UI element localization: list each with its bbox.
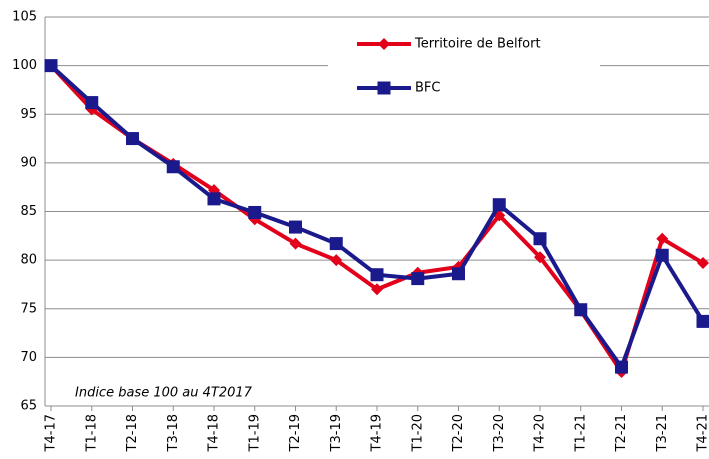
point	[533, 232, 547, 246]
x-tick-label: T3-19	[329, 414, 344, 452]
point	[289, 220, 302, 234]
legend-label: BFC	[415, 81, 440, 96]
point	[248, 205, 262, 219]
x-tick-label: T1-20	[410, 414, 425, 452]
point	[615, 360, 628, 374]
y-tick-label: 85	[20, 204, 37, 219]
y-tick-label: 75	[20, 301, 37, 316]
point	[126, 132, 139, 146]
x-tick-label: T2-19	[288, 414, 303, 452]
x-tick-label: T2-18	[125, 414, 140, 452]
grid	[45, 16, 709, 407]
x-tick-label: T4-19	[370, 414, 385, 452]
y-tick-label: 90	[20, 155, 37, 170]
x-tick-label: T4-17	[44, 414, 59, 452]
y-tick-label: 100	[12, 58, 37, 73]
x-tick-label: T4-18	[207, 414, 222, 452]
point	[85, 96, 99, 110]
y-tick-label: 70	[20, 350, 37, 365]
annotation: Indice base 100 au 4T2017	[75, 386, 253, 401]
series-line	[49, 64, 705, 370]
point	[371, 283, 383, 296]
point	[492, 198, 506, 212]
point	[329, 237, 343, 251]
y-tick-label: 105	[12, 10, 37, 25]
x-tick-label: T3-20	[492, 414, 507, 452]
point	[696, 314, 709, 328]
point	[452, 267, 465, 281]
legend-label: Territoire de Belfort	[414, 37, 541, 52]
y-tick-label: 95	[20, 107, 37, 122]
y-tick-label: 65	[20, 399, 37, 414]
x-tick-label: T3-21	[655, 414, 670, 452]
legend-marker	[378, 38, 390, 50]
x-tick-label: T1-18	[84, 414, 99, 452]
point	[166, 160, 180, 174]
point	[534, 251, 546, 264]
y-tick-label: 80	[20, 253, 37, 268]
point	[370, 268, 384, 282]
x-tick-label: T4-21	[696, 414, 709, 452]
point	[330, 254, 343, 267]
x-tick-label: T4-20	[533, 414, 548, 452]
point	[656, 232, 669, 245]
x-tick-label: T1-19	[247, 414, 262, 452]
point	[44, 59, 58, 73]
point	[655, 248, 669, 262]
x-tick-label: T1-21	[573, 414, 588, 452]
x-tick-label: T3-18	[166, 414, 181, 452]
series-line	[49, 64, 705, 374]
legend-marker	[377, 81, 391, 95]
point	[289, 237, 302, 250]
x-tick-label: T2-21	[614, 414, 629, 452]
point	[574, 303, 588, 317]
point	[697, 257, 709, 270]
point	[207, 192, 221, 206]
point	[411, 272, 425, 286]
x-tick-label: T2-20	[451, 414, 466, 452]
